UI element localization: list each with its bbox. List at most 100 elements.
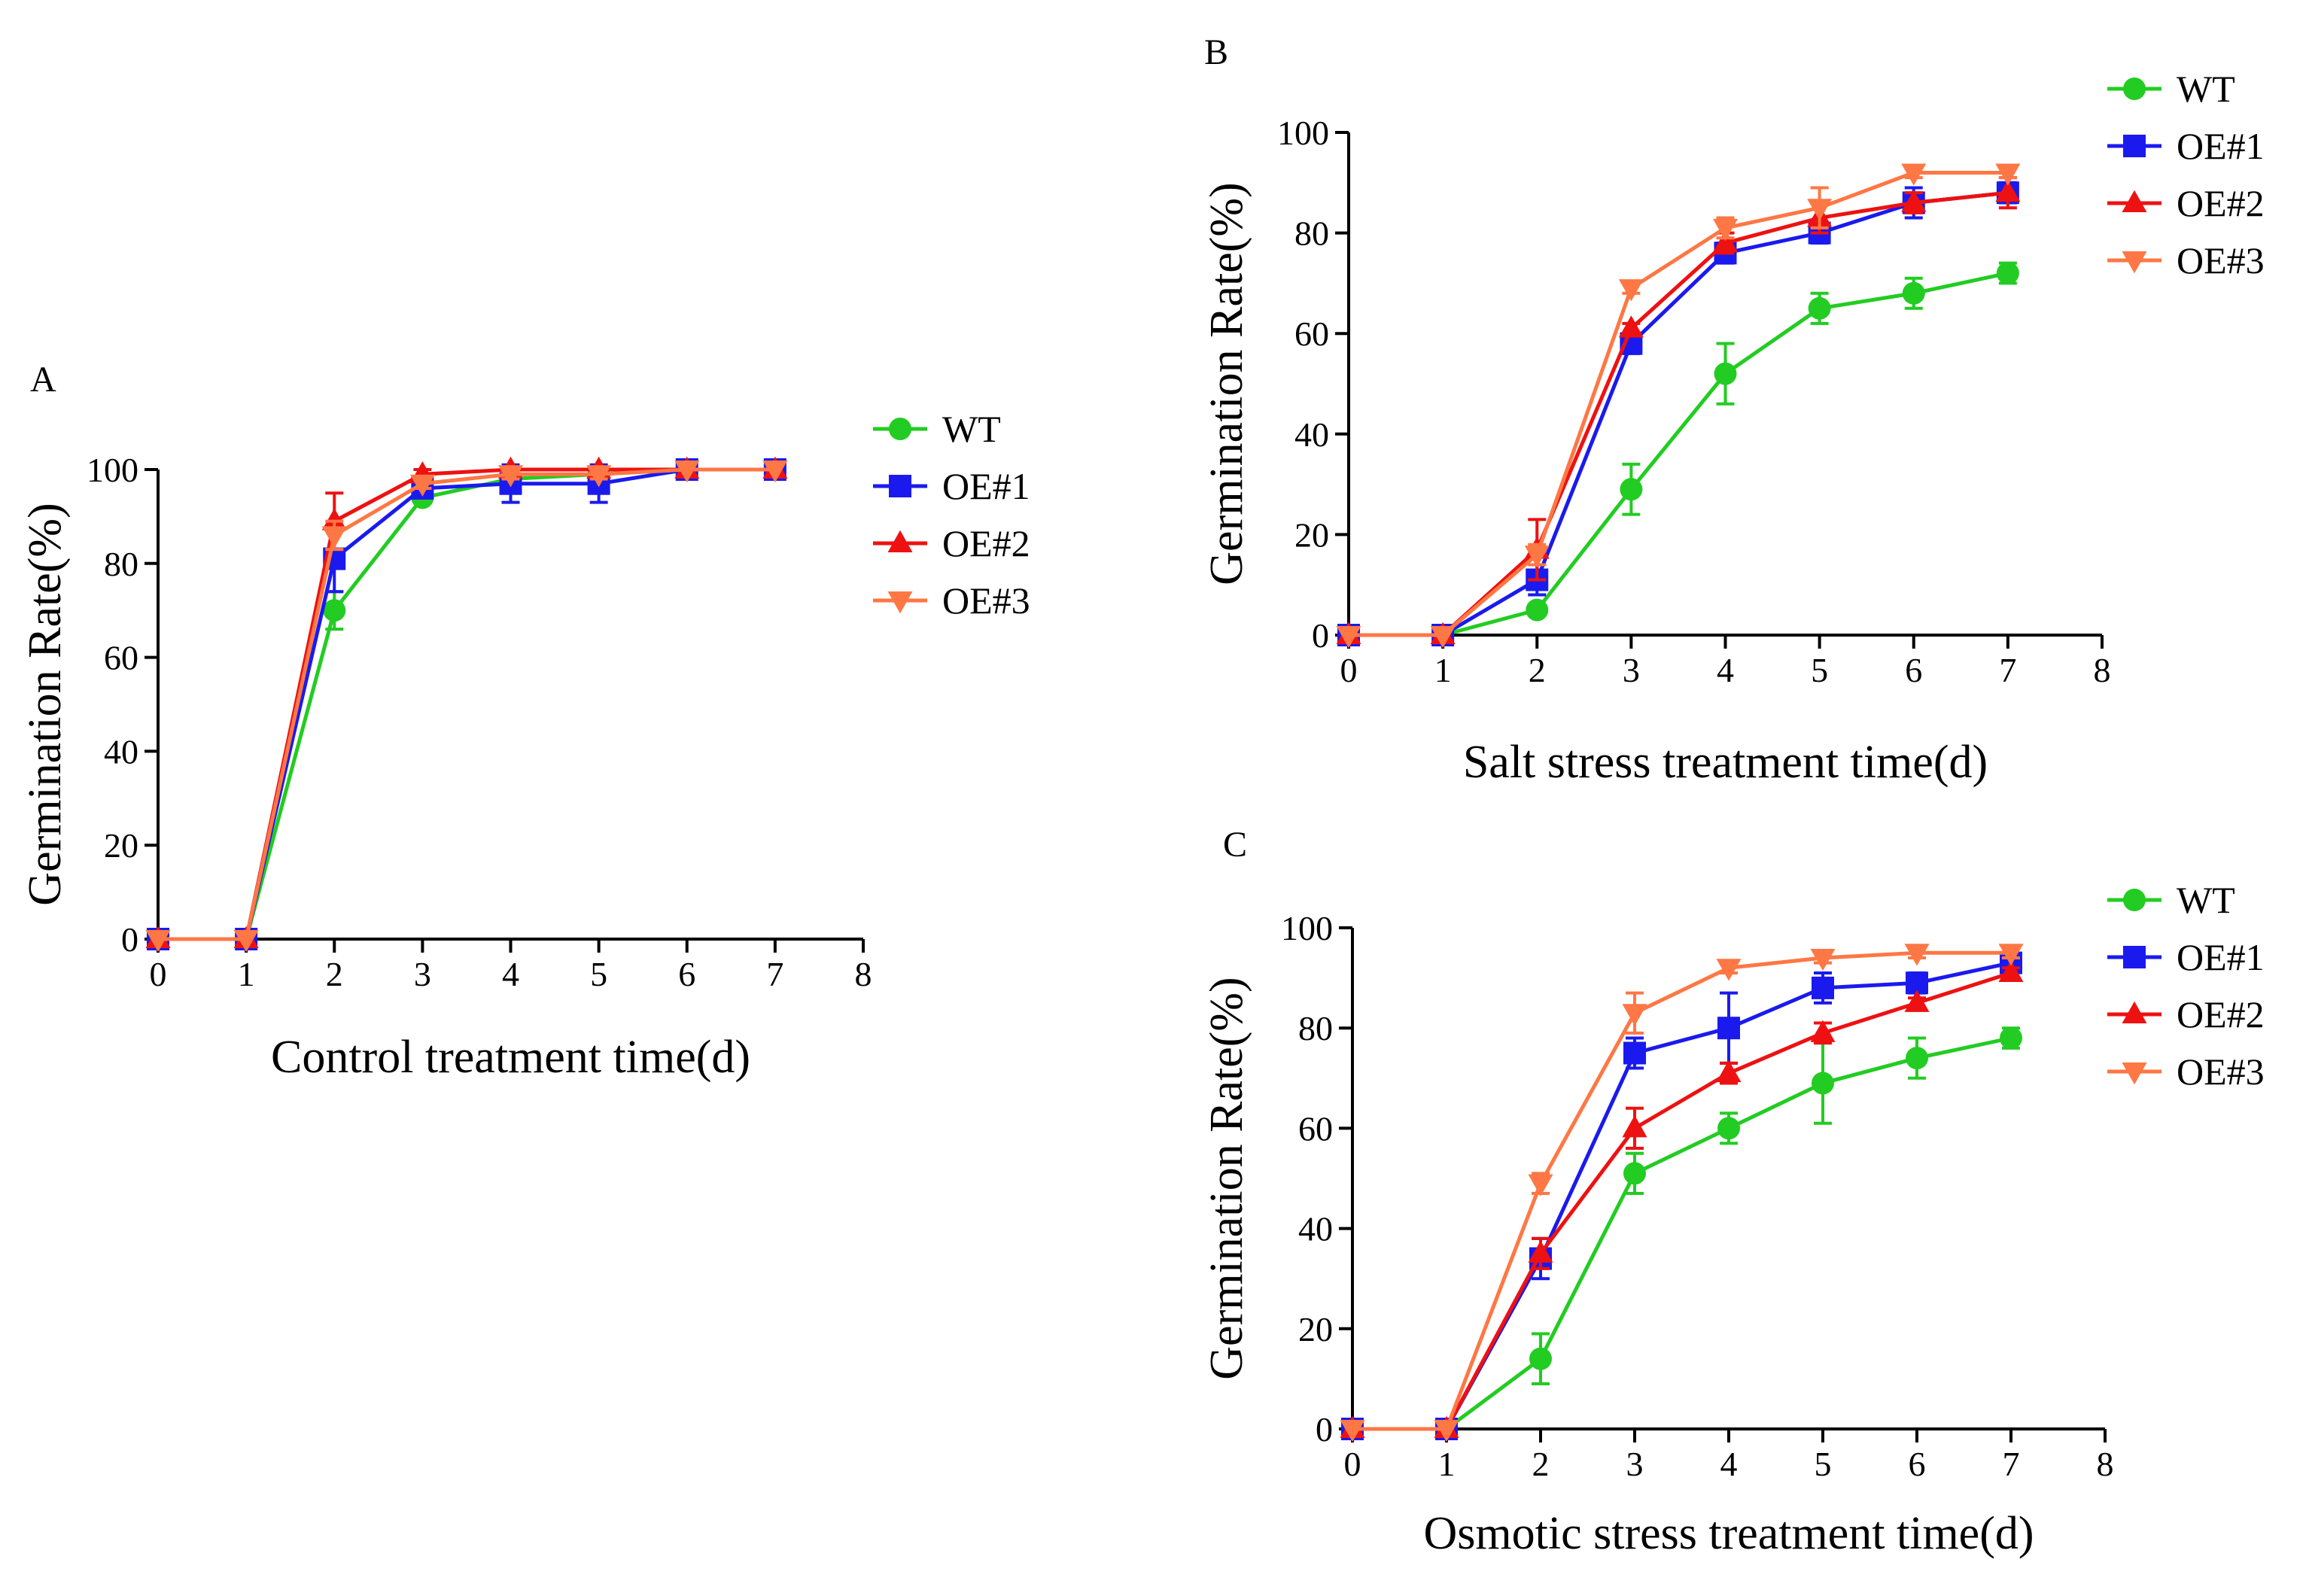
- y-tick-label: 0: [1316, 1410, 1333, 1449]
- x-tick-label: 8: [855, 955, 872, 993]
- x-tick-label: 6: [678, 955, 695, 993]
- series-oe2: [1336, 176, 2021, 644]
- x-tick-label: 0: [1340, 651, 1358, 689]
- legend-label: WT: [942, 408, 1001, 450]
- y-tick-label: 20: [1294, 515, 1329, 554]
- panel-letter: B: [1204, 32, 1228, 72]
- data-point: [321, 526, 347, 549]
- data-point: [1713, 230, 1738, 252]
- y-tick-label: 40: [1294, 415, 1329, 454]
- series-oe3: [145, 461, 788, 953]
- data-point: [1618, 315, 1644, 338]
- data-point: [498, 465, 523, 488]
- x-tick-label: 4: [1720, 1445, 1738, 1483]
- data-point: [1716, 959, 1742, 981]
- legend-label: OE#2: [2177, 993, 2265, 1035]
- x-axis-label: Control treatment time(d): [271, 1032, 750, 1083]
- legend-label: OE#2: [942, 522, 1030, 564]
- data-point: [1524, 546, 1550, 568]
- y-tick-label: 40: [1298, 1210, 1333, 1248]
- legend-marker: [889, 418, 911, 440]
- panel-letter: A: [30, 360, 56, 400]
- series-line: [1352, 971, 2012, 1431]
- legend: WT OE#1 OE#2 OE#3: [2107, 879, 2265, 1093]
- x-tick-label: 0: [150, 955, 167, 993]
- data-point: [762, 461, 788, 483]
- data-point: [1995, 163, 2021, 186]
- series-line: [158, 467, 775, 941]
- series-wt: [1337, 261, 2019, 646]
- series-line: [1352, 961, 2012, 1431]
- y-tick-label: 80: [1298, 1009, 1333, 1047]
- panel-letter: C: [1223, 825, 1247, 865]
- y-tick-label: 100: [87, 451, 138, 489]
- data-point: [1430, 626, 1456, 649]
- data-point: [1340, 1420, 1365, 1442]
- legend-marker: [887, 530, 913, 552]
- legend-label: OE#3: [2177, 239, 2265, 281]
- x-tick-label: 0: [1344, 1445, 1361, 1483]
- x-tick-label: 1: [1434, 651, 1452, 689]
- data-point: [1717, 1117, 1740, 1140]
- y-axis-label: Germination Rate(%): [1201, 182, 1252, 585]
- legend-label: OE#2: [2177, 182, 2265, 224]
- x-tick-label: 1: [238, 955, 255, 993]
- data-point: [1810, 948, 1836, 971]
- x-tick-label: 8: [2094, 651, 2111, 689]
- data-point: [321, 508, 347, 530]
- y-tick-label: 0: [1312, 616, 1329, 655]
- legend-marker: [2123, 135, 2146, 157]
- data-point: [1996, 262, 2019, 285]
- series-wt: [147, 458, 786, 950]
- legend-label: OE#3: [2177, 1050, 2265, 1093]
- series-line: [158, 467, 775, 941]
- data-point: [2000, 1026, 2022, 1050]
- data-point: [1528, 1240, 1553, 1263]
- legend-marker: [2123, 78, 2146, 100]
- legend-marker: [889, 475, 911, 497]
- y-tick-label: 0: [121, 920, 138, 959]
- series-oe3: [1336, 163, 2021, 649]
- data-point: [1622, 1004, 1647, 1026]
- legend-label: OE#3: [942, 579, 1030, 622]
- series-line: [1349, 271, 2009, 637]
- x-tick-label: 5: [1815, 1445, 1832, 1483]
- x-tick-label: 2: [1529, 651, 1546, 689]
- y-tick-label: 60: [1298, 1109, 1333, 1148]
- data-point: [1620, 478, 1643, 501]
- legend-marker: [2122, 1001, 2147, 1023]
- series-oe3: [1340, 944, 2024, 1442]
- data-point: [1998, 944, 2024, 966]
- x-tick-label: 8: [2097, 1445, 2114, 1483]
- legend-label: OE#1: [2177, 125, 2265, 167]
- x-tick-label: 6: [1909, 1445, 1926, 1483]
- series-oe1: [1341, 951, 2022, 1440]
- data-point: [1623, 1041, 1646, 1065]
- data-point: [586, 465, 612, 488]
- data-point: [1904, 990, 1930, 1012]
- x-tick-label: 5: [590, 955, 607, 993]
- data-point: [1714, 362, 1737, 385]
- legend-marker: [2123, 889, 2146, 911]
- data-point: [674, 461, 700, 483]
- data-point: [1528, 1174, 1553, 1196]
- legend-marker: [2123, 946, 2146, 968]
- series-oe2: [145, 456, 788, 948]
- series-oe2: [1340, 959, 2024, 1438]
- y-tick-label: 80: [104, 545, 138, 583]
- data-point: [323, 599, 346, 622]
- x-tick-label: 3: [1626, 1445, 1644, 1483]
- legend: WT OE#1 OE#2 OE#3: [873, 408, 1030, 622]
- legend-marker: [2122, 251, 2147, 274]
- data-point: [1434, 1420, 1459, 1442]
- series-line: [1352, 1036, 2012, 1431]
- legend-label: WT: [2177, 879, 2235, 921]
- data-point: [1529, 1347, 1552, 1370]
- data-point: [1526, 598, 1549, 622]
- series-line: [1352, 950, 2011, 1431]
- legend-marker: [2122, 190, 2147, 212]
- x-axis-label: Salt stress treatment time(d): [1463, 737, 1988, 788]
- series-line: [1349, 170, 2008, 637]
- data-point: [1812, 1072, 1834, 1095]
